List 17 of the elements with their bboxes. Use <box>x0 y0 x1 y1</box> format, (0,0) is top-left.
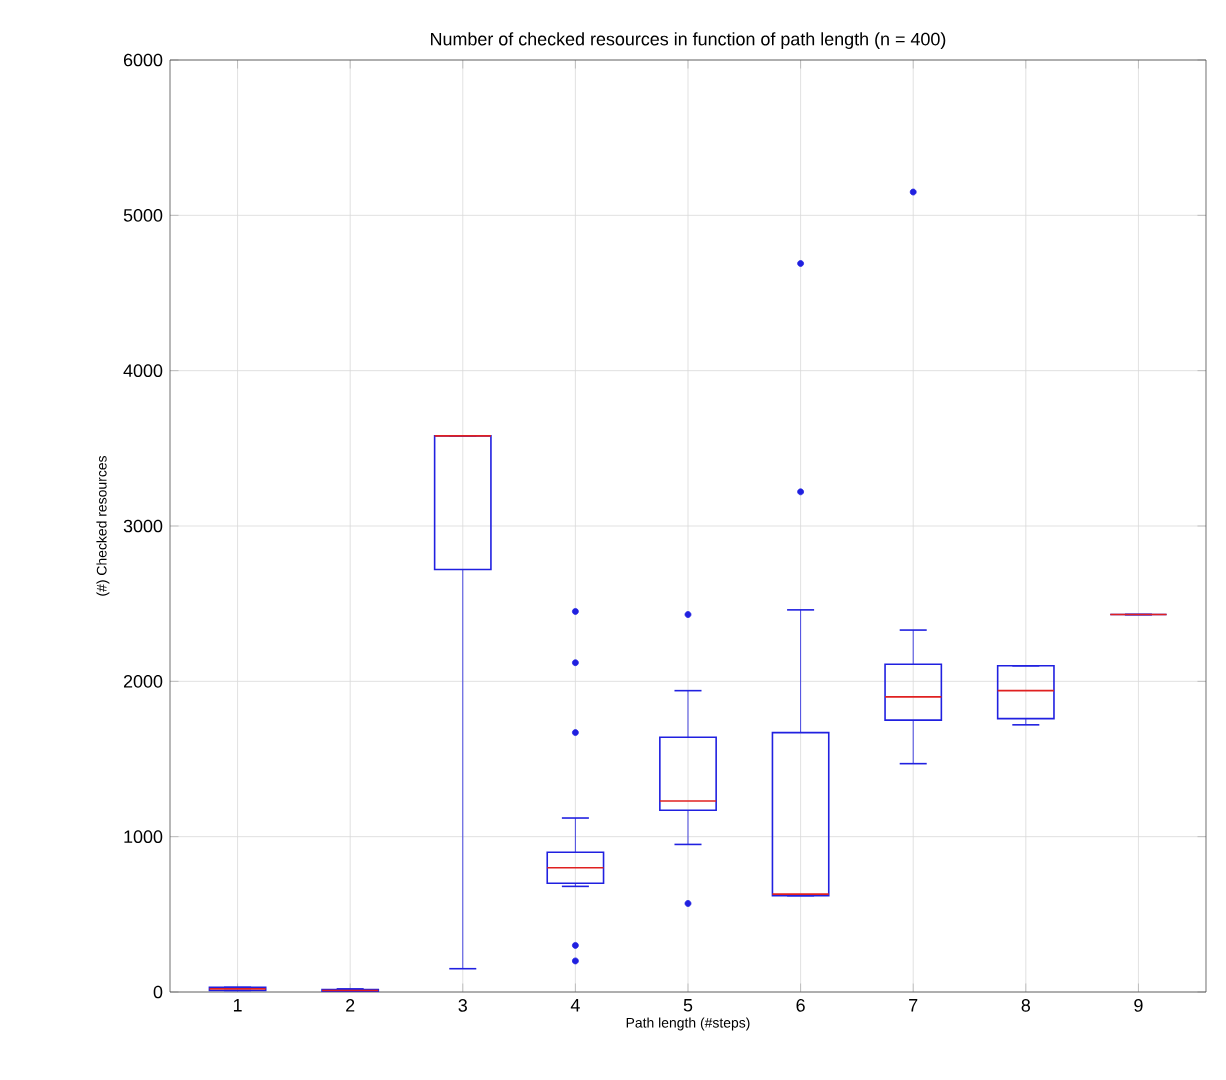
y-tick-label: 6000 <box>123 53 163 67</box>
x-tick-label: 2 <box>346 999 355 1012</box>
y-tick-label: 0 <box>153 985 163 999</box>
y-tick-label: 2000 <box>123 674 163 688</box>
chart-title: Number of checked resources in function of path length (n = 400) <box>431 32 946 49</box>
x-tick-label: 1 <box>233 999 242 1012</box>
y-tick-label: 1000 <box>124 830 163 844</box>
x-tick-label: 8 <box>1021 999 1031 1012</box>
x-tick-label: 5 <box>683 999 693 1012</box>
y-tick-label: 5000 <box>123 208 163 222</box>
x-tick-label: 4 <box>570 999 580 1012</box>
x-tick-label: 9 <box>1134 999 1143 1012</box>
x-tick-label: 6 <box>796 999 805 1012</box>
y-tick-label: 3000 <box>123 519 163 533</box>
x-tick-label: 7 <box>909 999 918 1012</box>
y-tick-label: 4000 <box>123 364 163 378</box>
x-tick-label: 3 <box>458 999 467 1012</box>
